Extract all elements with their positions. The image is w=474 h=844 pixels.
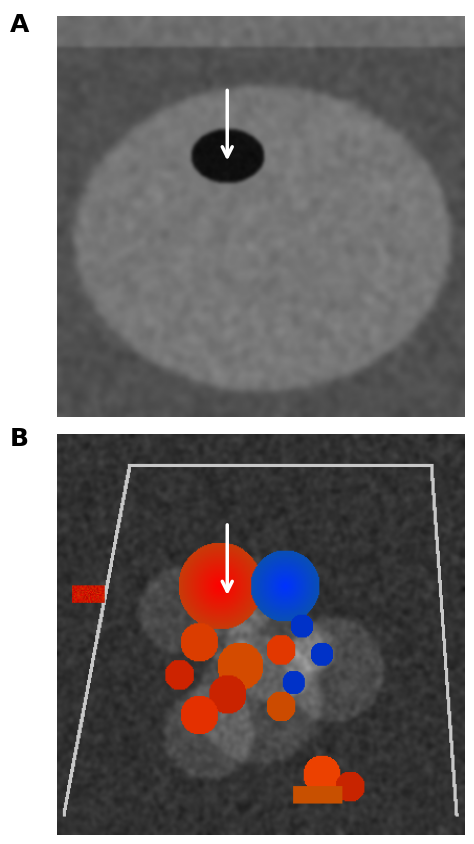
Text: B: B [9,426,28,450]
Text: A: A [9,13,29,36]
